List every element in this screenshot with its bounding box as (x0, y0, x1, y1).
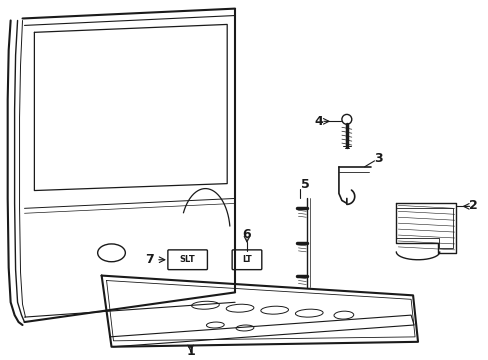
Text: 6: 6 (242, 228, 251, 240)
Text: 4: 4 (314, 115, 323, 128)
Ellipse shape (98, 244, 125, 262)
Ellipse shape (236, 325, 253, 331)
Text: 1: 1 (186, 345, 195, 358)
FancyBboxPatch shape (167, 250, 207, 270)
Text: 3: 3 (373, 152, 382, 165)
Text: LT: LT (242, 255, 251, 264)
Text: SLT: SLT (180, 255, 195, 264)
FancyBboxPatch shape (232, 250, 261, 270)
Ellipse shape (333, 311, 353, 319)
Ellipse shape (260, 306, 288, 314)
Ellipse shape (295, 309, 323, 317)
Text: 5: 5 (300, 178, 309, 191)
Ellipse shape (226, 304, 253, 312)
Ellipse shape (206, 322, 224, 328)
Circle shape (341, 114, 351, 124)
Text: 2: 2 (468, 199, 477, 212)
Ellipse shape (191, 301, 219, 309)
Text: 7: 7 (144, 253, 153, 266)
